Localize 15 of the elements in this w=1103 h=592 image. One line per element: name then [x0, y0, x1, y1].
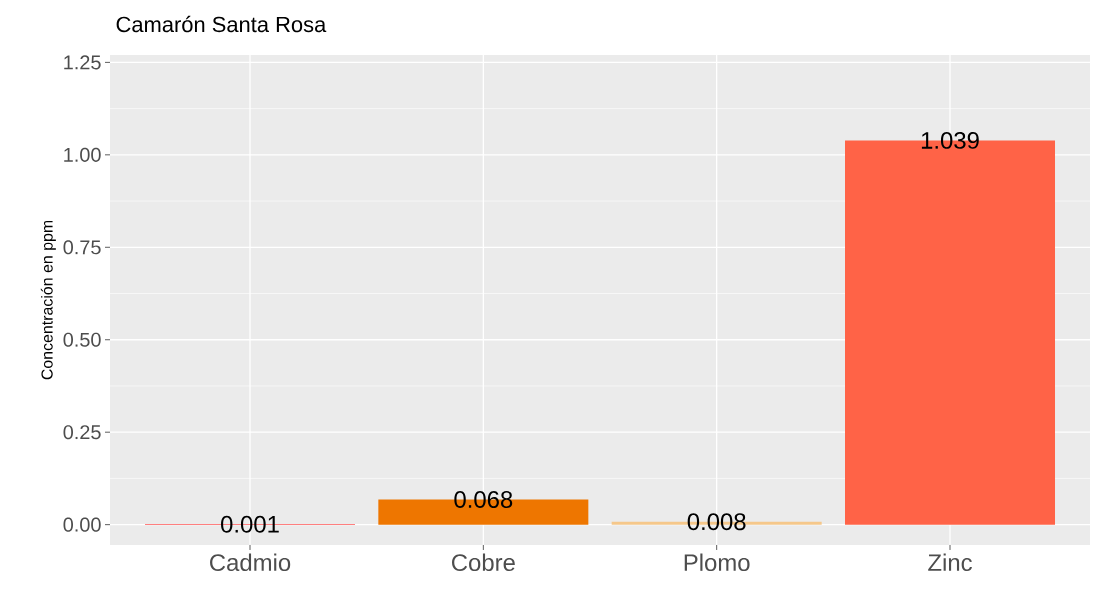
y-axis-title: Concentración en ppm — [40, 220, 56, 380]
x-tick-label: Plomo — [684, 553, 750, 572]
y-tick-label: 0.75 — [63, 240, 101, 255]
data-label: 0.001 — [221, 515, 279, 533]
y-tick-label: 0.00 — [63, 517, 101, 532]
y-tick-label: 1.25 — [64, 55, 101, 70]
y-tick-label: 0.50 — [63, 332, 101, 347]
y-tick-label: 0.25 — [63, 425, 101, 440]
x-tick-label: Cobre — [452, 553, 515, 572]
data-label: 0.008 — [687, 513, 746, 531]
chart-title: Camarón Santa Rosa — [116, 15, 327, 33]
y-tick-label: 1.00 — [64, 147, 101, 162]
x-tick-label: Cadmio — [210, 553, 291, 572]
x-tick-label: Zinc — [928, 553, 972, 572]
data-label: 1.039 — [921, 131, 979, 149]
